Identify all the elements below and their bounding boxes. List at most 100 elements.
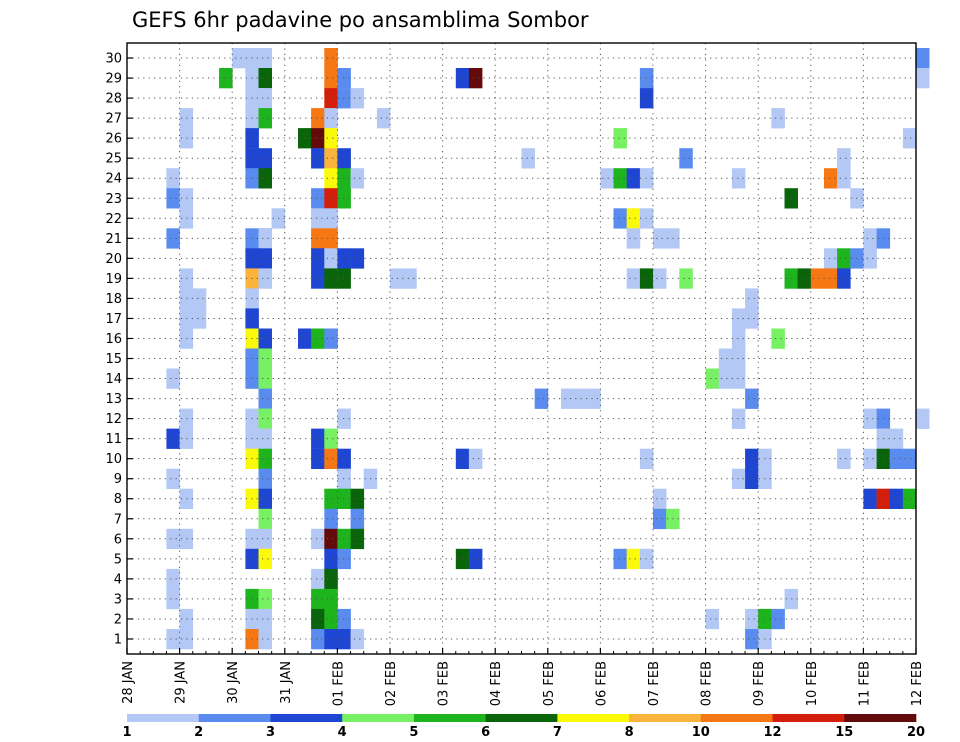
heatmap-cell: [731, 348, 746, 369]
heatmap-cell: [232, 48, 246, 69]
heatmap-cell: [324, 168, 338, 189]
y-tick-label: 11: [105, 432, 122, 447]
heatmap-cell: [192, 308, 207, 329]
heatmap-cell: [258, 108, 272, 129]
heatmap-cell: [311, 428, 325, 449]
heatmap-cell: [258, 629, 272, 650]
heatmap-cell: [311, 148, 325, 169]
heatmap-cell: [324, 208, 338, 229]
heatmap-cell: [324, 188, 338, 209]
heatmap-cell: [311, 248, 325, 269]
heatmap-cell: [166, 468, 180, 489]
heatmap-cell: [468, 448, 483, 469]
heatmap-cell: [679, 148, 693, 169]
y-tick-label: 26: [105, 132, 122, 147]
heatmap-cell: [311, 188, 325, 209]
heatmap-cell: [731, 168, 746, 189]
heatmap-cell: [653, 488, 667, 509]
heatmap-cell: [179, 128, 194, 149]
x-tick-label: 11 FEB: [857, 661, 872, 706]
heatmap-cell: [179, 408, 194, 429]
colorbar-label: 6: [481, 725, 490, 740]
colorbar-swatch: [772, 714, 845, 722]
y-tick-label: 2: [114, 612, 122, 627]
heatmap-cell: [324, 328, 338, 349]
heatmap-cell: [626, 228, 641, 249]
heatmap-cell: [745, 468, 759, 489]
y-tick-label: 15: [105, 352, 122, 367]
heatmap-cell: [179, 208, 194, 229]
heatmap-cell: [521, 148, 535, 169]
heatmap-cell: [324, 88, 338, 109]
colorbar-swatch: [342, 714, 415, 722]
heatmap-cell: [626, 168, 641, 189]
y-tick-label: 13: [105, 392, 122, 407]
heatmap-cell: [824, 168, 838, 189]
heatmap-cell: [166, 188, 180, 209]
heatmap-cell: [298, 328, 312, 349]
heatmap-cell: [166, 588, 180, 610]
heatmap-cell: [902, 448, 917, 469]
y-tick-label: 8: [114, 492, 122, 507]
heatmap-cell: [166, 168, 180, 189]
heatmap-cell: [258, 228, 272, 249]
heatmap-cell: [166, 629, 180, 650]
heatmap-cell: [179, 528, 194, 550]
heatmap-cell: [324, 428, 338, 449]
heatmap-cell: [390, 268, 404, 289]
heatmap-cell: [258, 328, 272, 349]
heatmap-cell: [324, 588, 338, 610]
heatmap-cell: [324, 48, 338, 69]
x-tick-label: 01 FEB: [331, 661, 346, 706]
colorbar-label: 3: [266, 725, 275, 740]
heatmap-cell: [179, 188, 194, 209]
y-tick-label: 24: [105, 172, 122, 187]
heatmap-cell: [863, 228, 877, 249]
heatmap-cell: [311, 208, 325, 229]
x-tick-label: 03 FEB: [437, 661, 452, 706]
heatmap-cell: [863, 448, 877, 469]
y-tick-label: 1: [114, 632, 122, 647]
heatmap-cell: [731, 368, 746, 389]
y-tick-label: 5: [114, 552, 122, 567]
heatmap-cell: [837, 268, 851, 289]
x-tick-label: 30 JAN: [226, 661, 241, 704]
colorbar-label: 20: [907, 725, 925, 740]
heatmap-cell: [613, 548, 627, 570]
heatmap-cell: [166, 428, 180, 449]
heatmap-cell: [258, 488, 272, 509]
heatmap-cell: [258, 48, 272, 69]
heatmap-cell: [626, 268, 641, 289]
heatmap-cell: [639, 88, 654, 109]
colorbar-swatch: [557, 714, 630, 722]
heatmap-cell: [311, 448, 325, 469]
colorbar-swatch: [844, 714, 917, 722]
heatmap-cell: [298, 128, 312, 149]
heatmap-cell: [258, 608, 272, 630]
heatmap-cell: [311, 108, 325, 129]
x-tick-label: 05 FEB: [542, 661, 557, 706]
heatmap-cell: [731, 468, 746, 489]
y-tick-label: 14: [105, 372, 122, 387]
heatmap-cell: [179, 608, 194, 630]
y-tick-label: 29: [105, 72, 122, 87]
heatmap-cell: [179, 108, 194, 129]
heatmap-cell: [889, 428, 904, 449]
colorbar-swatch: [629, 714, 702, 722]
heatmap-cell: [745, 608, 759, 630]
heatmap-cell: [324, 268, 338, 289]
heatmap-cell: [324, 228, 338, 249]
heatmap-cell: [324, 629, 338, 650]
x-tick-label: 02 FEB: [384, 661, 399, 706]
heatmap-cell: [324, 488, 338, 509]
heatmap-cell: [916, 408, 930, 429]
heatmap-cell: [258, 348, 272, 369]
heatmap-cell: [350, 168, 365, 189]
heatmap-cell: [613, 208, 627, 229]
heatmap-cell: [350, 88, 365, 109]
heatmap-cell: [258, 88, 272, 109]
heatmap-cell: [179, 629, 194, 650]
heatmap-cell: [731, 408, 746, 429]
heatmap-cell: [166, 568, 180, 590]
